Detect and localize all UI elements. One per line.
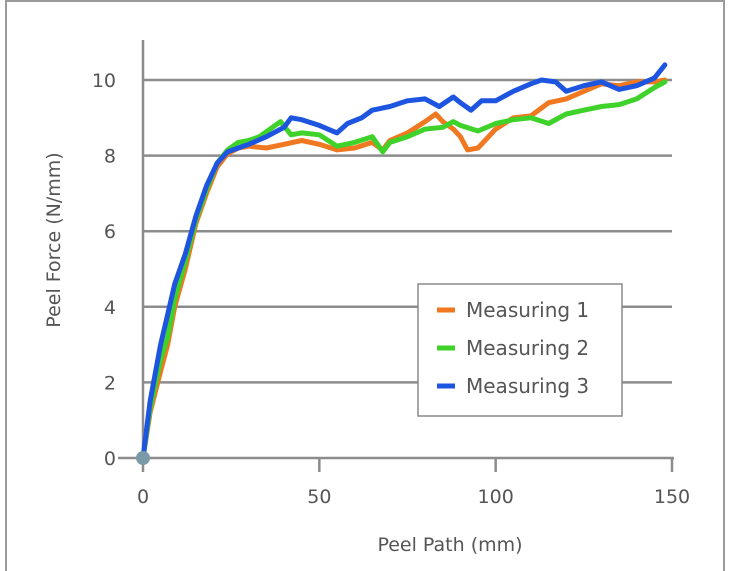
y-tick-label-6: 6 — [104, 221, 116, 243]
y-tick-label-8: 8 — [104, 146, 116, 168]
y-tick-label-10: 10 — [92, 70, 116, 92]
x-tick-label-0: 0 — [137, 486, 149, 508]
legend-label-measuring-3: Measuring 3 — [466, 374, 589, 398]
series-line-measuring-3 — [140, 62, 668, 461]
legend-label-measuring-1: Measuring 1 — [466, 298, 589, 322]
origin-point — [136, 451, 150, 465]
x-tick-label-100: 100 — [478, 486, 514, 508]
x-axis-title: Peel Path (mm) — [377, 534, 522, 556]
series-lines — [136, 62, 668, 465]
y-tick-label-4: 4 — [104, 297, 116, 319]
x-tick-label-50: 50 — [307, 486, 331, 508]
legend: Measuring 1 Measuring 2 Measuring 3 — [417, 283, 623, 417]
axes — [118, 40, 674, 472]
x-tick-label-150: 150 — [654, 486, 690, 508]
y-tick-label-2: 2 — [104, 372, 116, 394]
legend-label-measuring-2: Measuring 2 — [466, 336, 589, 360]
legend-box — [417, 283, 623, 417]
y-tick-label-0: 0 — [104, 448, 116, 470]
y-axis-title: Peel Force (N/mm) — [43, 152, 65, 327]
